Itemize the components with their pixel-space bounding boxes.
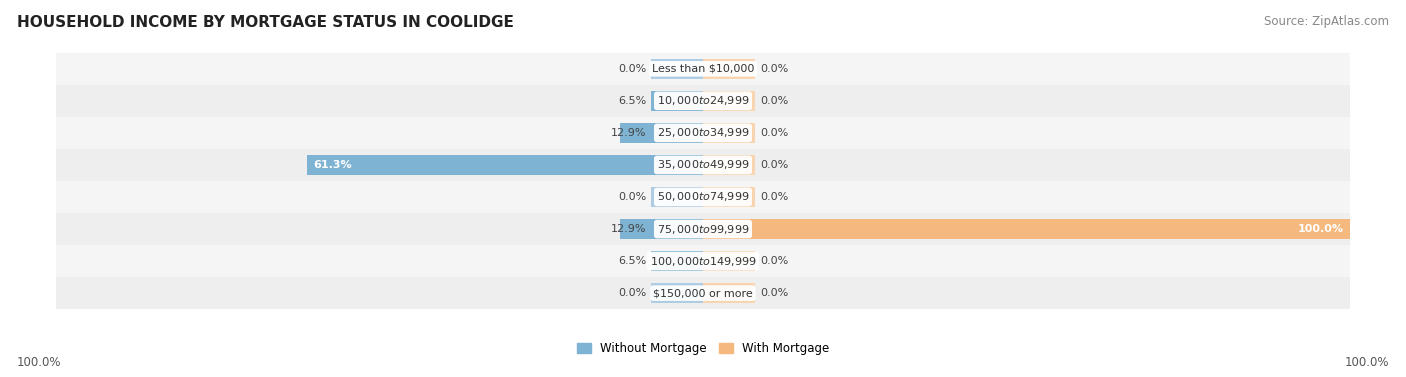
Text: $10,000 to $24,999: $10,000 to $24,999 [657,94,749,107]
Bar [703,187,755,207]
Text: 0.0%: 0.0% [617,64,647,74]
Text: $75,000 to $99,999: $75,000 to $99,999 [657,222,749,236]
Text: 0.0%: 0.0% [759,288,789,298]
Text: 100.0%: 100.0% [1344,357,1389,369]
Text: 0.0%: 0.0% [759,96,789,106]
Text: 0.0%: 0.0% [759,192,789,202]
Bar [620,219,703,239]
Bar [651,219,703,239]
Text: 6.5%: 6.5% [617,96,647,106]
Bar [661,91,703,111]
Text: $150,000 or more: $150,000 or more [654,288,752,298]
Bar [56,213,1350,245]
Bar [703,59,755,79]
Text: $25,000 to $34,999: $25,000 to $34,999 [657,126,749,139]
Bar [56,85,1350,117]
Bar [703,123,755,143]
Text: 12.9%: 12.9% [610,128,647,138]
Bar [56,53,1350,85]
Text: $35,000 to $49,999: $35,000 to $49,999 [657,158,749,172]
Text: 0.0%: 0.0% [759,160,789,170]
Bar [56,245,1350,277]
Bar [703,155,755,175]
Bar [703,219,755,239]
Text: 0.0%: 0.0% [617,192,647,202]
Text: 0.0%: 0.0% [759,256,789,266]
Text: Less than $10,000: Less than $10,000 [652,64,754,74]
Text: Source: ZipAtlas.com: Source: ZipAtlas.com [1264,15,1389,28]
Bar [703,91,755,111]
Bar [661,251,703,271]
Bar [703,251,755,271]
Bar [651,91,703,111]
Text: 100.0%: 100.0% [17,357,62,369]
Legend: Without Mortgage, With Mortgage: Without Mortgage, With Mortgage [572,337,834,360]
Bar [651,155,703,175]
Bar [651,283,703,303]
Bar [651,59,703,79]
Bar [620,123,703,143]
Text: 0.0%: 0.0% [759,64,789,74]
Bar [56,181,1350,213]
Bar [703,219,1350,239]
Bar [651,251,703,271]
Bar [651,187,703,207]
Bar [56,149,1350,181]
Text: 0.0%: 0.0% [617,288,647,298]
Bar [651,123,703,143]
Text: HOUSEHOLD INCOME BY MORTGAGE STATUS IN COOLIDGE: HOUSEHOLD INCOME BY MORTGAGE STATUS IN C… [17,15,513,30]
Bar [56,277,1350,309]
Bar [307,155,703,175]
Text: 0.0%: 0.0% [759,128,789,138]
Text: $50,000 to $74,999: $50,000 to $74,999 [657,190,749,204]
Bar [56,117,1350,149]
Text: 6.5%: 6.5% [617,256,647,266]
Text: 12.9%: 12.9% [610,224,647,234]
Text: 61.3%: 61.3% [314,160,352,170]
Text: $100,000 to $149,999: $100,000 to $149,999 [650,254,756,268]
Bar [703,283,755,303]
Text: 100.0%: 100.0% [1298,224,1343,234]
